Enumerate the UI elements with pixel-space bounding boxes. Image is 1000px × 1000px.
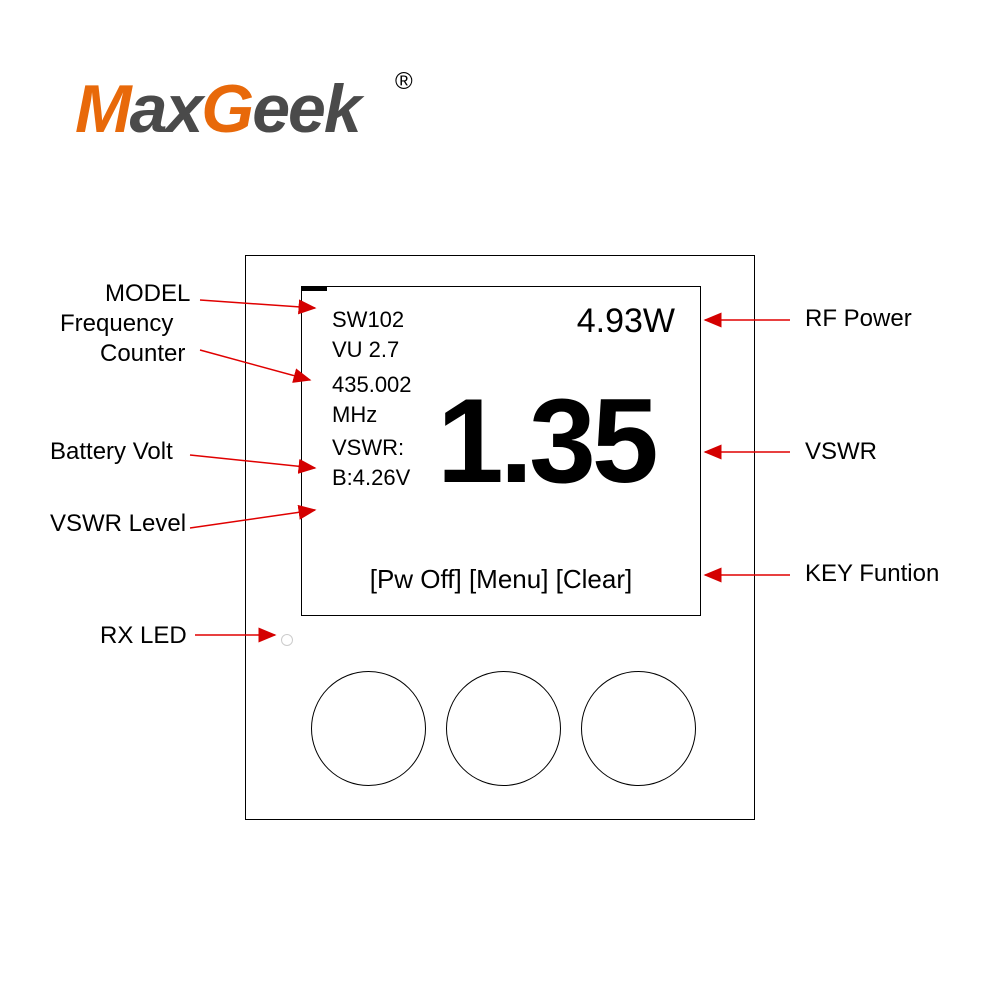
label-key-function: KEY Funtion — [805, 560, 939, 588]
label-rx-led: RX LED — [100, 622, 187, 650]
logo-ax: ax — [130, 71, 202, 147]
logo-eek: eek — [252, 71, 359, 147]
label-model: MODEL — [105, 280, 190, 308]
vswr-value: 1.35 — [437, 372, 655, 510]
logo: MaxGeek — [75, 70, 360, 148]
label-rf-power: RF Power — [805, 305, 912, 333]
label-battery-volt: Battery Volt — [50, 438, 173, 466]
power-text: 4.93W — [577, 302, 675, 341]
vswr-bar — [302, 287, 327, 291]
logo-g: G — [201, 71, 252, 147]
model-text: SW102 — [332, 307, 404, 333]
device-frame: SW102 VU 2.7 435.002 MHz VSWR: B:4.26V 4… — [245, 255, 755, 820]
registered-mark: ® — [395, 68, 413, 96]
mhz-text: MHz — [332, 402, 377, 428]
lcd-screen: SW102 VU 2.7 435.002 MHz VSWR: B:4.26V 4… — [301, 286, 701, 616]
freq-text: 435.002 — [332, 372, 412, 398]
label-vswr: VSWR — [805, 438, 877, 466]
battery-text: B:4.26V — [332, 465, 410, 491]
vswr-label-text: VSWR: — [332, 435, 404, 461]
menu-row: [Pw Off] [Menu] [Clear] — [302, 564, 700, 595]
label-frequency: Frequency — [60, 310, 173, 338]
button-1[interactable] — [311, 671, 426, 786]
logo-m: M — [75, 71, 130, 147]
button-3[interactable] — [581, 671, 696, 786]
button-2[interactable] — [446, 671, 561, 786]
vu-text: VU 2.7 — [332, 337, 399, 363]
label-vswr-level: VSWR Level — [50, 510, 186, 538]
rx-led-indicator — [281, 634, 293, 646]
label-counter: Counter — [100, 340, 185, 368]
